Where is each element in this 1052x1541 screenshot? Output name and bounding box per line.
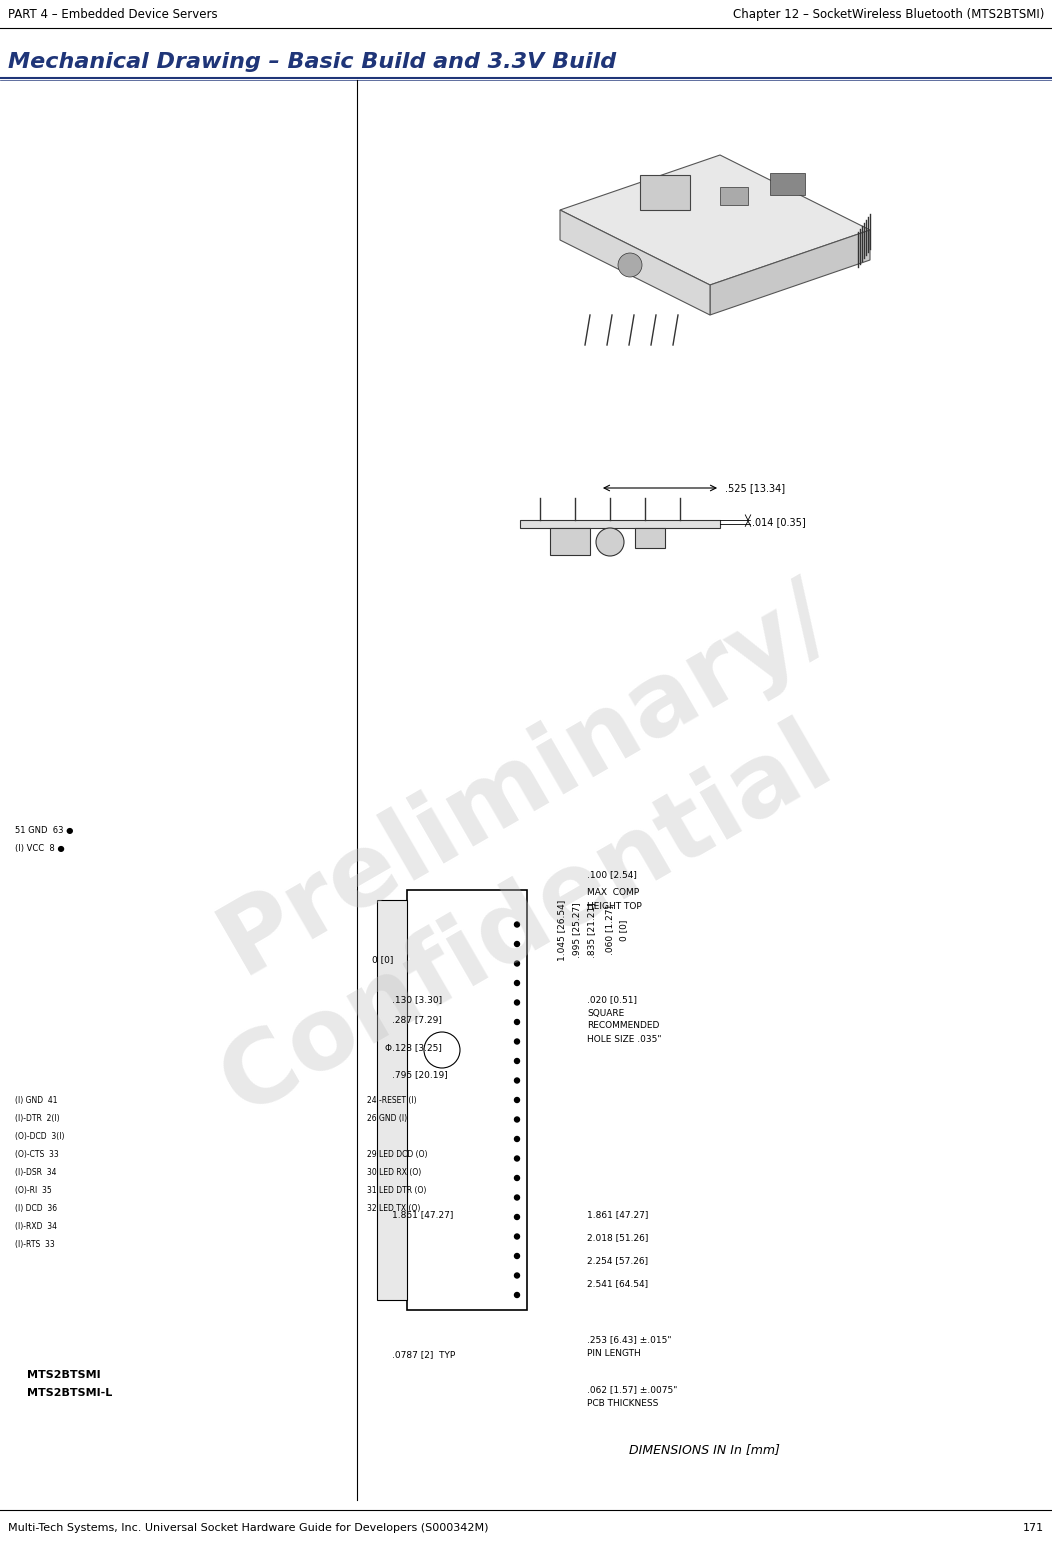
- Circle shape: [514, 1214, 520, 1219]
- Text: PART 4 – Embedded Device Servers: PART 4 – Embedded Device Servers: [8, 8, 218, 20]
- Bar: [377, 900, 407, 1301]
- Text: 51 GND  63 ●: 51 GND 63 ●: [15, 826, 74, 835]
- Circle shape: [424, 1032, 460, 1068]
- Text: 32 LED TX (O): 32 LED TX (O): [367, 1204, 421, 1213]
- Circle shape: [514, 1234, 520, 1239]
- Bar: [550, 529, 590, 555]
- Text: .060 [1.27]: .060 [1.27]: [605, 905, 614, 955]
- Text: 1.045 [26.54]: 1.045 [26.54]: [557, 900, 566, 960]
- Text: Confidential: Confidential: [205, 707, 847, 1134]
- Text: (I) GND  41: (I) GND 41: [15, 1096, 58, 1105]
- Text: 24 -RESET (I): 24 -RESET (I): [367, 1096, 417, 1105]
- Circle shape: [514, 1293, 520, 1298]
- Circle shape: [514, 980, 520, 986]
- Text: 2.254 [57.26]: 2.254 [57.26]: [587, 1256, 648, 1265]
- Circle shape: [514, 942, 520, 946]
- Polygon shape: [560, 210, 710, 314]
- Circle shape: [514, 1000, 520, 1005]
- Circle shape: [514, 1020, 520, 1025]
- Text: (I)-DSR  34: (I)-DSR 34: [15, 1168, 57, 1176]
- Polygon shape: [560, 156, 870, 285]
- Text: 1.861 [47.27]: 1.861 [47.27]: [587, 1211, 648, 1219]
- Circle shape: [514, 1253, 520, 1259]
- Text: .062 [1.57] ±.0075": .062 [1.57] ±.0075": [587, 1385, 677, 1395]
- Text: (O)-DCD  3(I): (O)-DCD 3(I): [15, 1131, 64, 1140]
- Text: .130 [3.30]: .130 [3.30]: [392, 995, 442, 1005]
- Text: 31 LED DTR (O): 31 LED DTR (O): [367, 1185, 426, 1194]
- Text: .795 [20.19]: .795 [20.19]: [392, 1071, 448, 1080]
- Text: .253 [6.43] ±.015": .253 [6.43] ±.015": [587, 1336, 671, 1344]
- Text: SQUARE: SQUARE: [587, 1008, 624, 1017]
- Text: .287 [7.29]: .287 [7.29]: [392, 1016, 442, 1025]
- Text: Multi-Tech Systems, Inc. Universal Socket Hardware Guide for Developers (S000342: Multi-Tech Systems, Inc. Universal Socke…: [8, 1523, 488, 1533]
- Text: MTS2BTSMI: MTS2BTSMI: [27, 1370, 101, 1381]
- Text: (I)-RXD  34: (I)-RXD 34: [15, 1222, 57, 1231]
- Text: HEIGHT TOP: HEIGHT TOP: [587, 901, 642, 911]
- Circle shape: [514, 1097, 520, 1102]
- Polygon shape: [710, 230, 870, 314]
- Bar: [770, 173, 805, 196]
- Text: DIMENSIONS IN In [mm]: DIMENSIONS IN In [mm]: [629, 1444, 780, 1456]
- Text: (O)-RI  35: (O)-RI 35: [15, 1185, 52, 1194]
- Text: (I) VCC  8 ●: (I) VCC 8 ●: [15, 843, 64, 852]
- Text: 0 [0]: 0 [0]: [372, 955, 393, 965]
- Text: HOLE SIZE .035": HOLE SIZE .035": [587, 1034, 662, 1043]
- Text: 26 GND (I): 26 GND (I): [367, 1114, 407, 1122]
- Text: (I)-RTS  33: (I)-RTS 33: [15, 1239, 55, 1248]
- Bar: [635, 529, 665, 549]
- Text: Chapter 12 – SocketWireless Bluetooth (MTS2BTSMI): Chapter 12 – SocketWireless Bluetooth (M…: [732, 8, 1044, 20]
- Circle shape: [514, 1117, 520, 1122]
- Text: Φ.128 [3.25]: Φ.128 [3.25]: [385, 1043, 442, 1053]
- Text: 2.541 [64.54]: 2.541 [64.54]: [587, 1279, 648, 1288]
- Circle shape: [596, 529, 624, 556]
- Circle shape: [514, 1156, 520, 1160]
- Circle shape: [514, 1039, 520, 1043]
- Text: .100 [2.54]: .100 [2.54]: [587, 871, 636, 880]
- Circle shape: [514, 922, 520, 928]
- Text: (I)-DTR  2(I): (I)-DTR 2(I): [15, 1114, 60, 1122]
- Circle shape: [514, 1176, 520, 1180]
- Text: 29 LED DCD (O): 29 LED DCD (O): [367, 1150, 427, 1159]
- Text: 2.018 [51.26]: 2.018 [51.26]: [587, 1233, 648, 1242]
- Text: .0787 [2]  TYP: .0787 [2] TYP: [392, 1350, 456, 1359]
- Text: PCB THICKNESS: PCB THICKNESS: [587, 1399, 659, 1407]
- Text: (O)-CTS  33: (O)-CTS 33: [15, 1150, 59, 1159]
- Text: .835 [21.21]: .835 [21.21]: [587, 901, 596, 959]
- Text: MAX  COMP: MAX COMP: [587, 888, 640, 897]
- Text: 1.861 [47.27]: 1.861 [47.27]: [392, 1211, 453, 1219]
- Text: MTS2BTSMI-L: MTS2BTSMI-L: [27, 1388, 113, 1398]
- Bar: [720, 186, 748, 205]
- Text: Mechanical Drawing – Basic Build and 3.3V Build: Mechanical Drawing – Basic Build and 3.3…: [8, 52, 616, 72]
- Circle shape: [514, 1194, 520, 1200]
- Bar: [407, 891, 527, 1310]
- Text: Preliminary/: Preliminary/: [204, 566, 848, 994]
- Bar: [520, 519, 720, 529]
- Circle shape: [618, 253, 642, 277]
- Text: 0 [0]: 0 [0]: [619, 920, 628, 940]
- Text: 171: 171: [1023, 1523, 1044, 1533]
- Text: .014 [0.35]: .014 [0.35]: [752, 516, 806, 527]
- Circle shape: [514, 1273, 520, 1277]
- Text: .020 [0.51]: .020 [0.51]: [587, 995, 638, 1005]
- Text: RECOMMENDED: RECOMMENDED: [587, 1022, 660, 1031]
- Text: PIN LENGTH: PIN LENGTH: [587, 1348, 641, 1358]
- Circle shape: [514, 962, 520, 966]
- Bar: [640, 176, 690, 210]
- Circle shape: [514, 1137, 520, 1142]
- Text: 30 LED RX (O): 30 LED RX (O): [367, 1168, 421, 1176]
- Text: .995 [25.27]: .995 [25.27]: [572, 901, 581, 959]
- Circle shape: [514, 1079, 520, 1083]
- Text: .525 [13.34]: .525 [13.34]: [725, 482, 785, 493]
- Text: (I) DCD  36: (I) DCD 36: [15, 1204, 57, 1213]
- Circle shape: [514, 1059, 520, 1063]
